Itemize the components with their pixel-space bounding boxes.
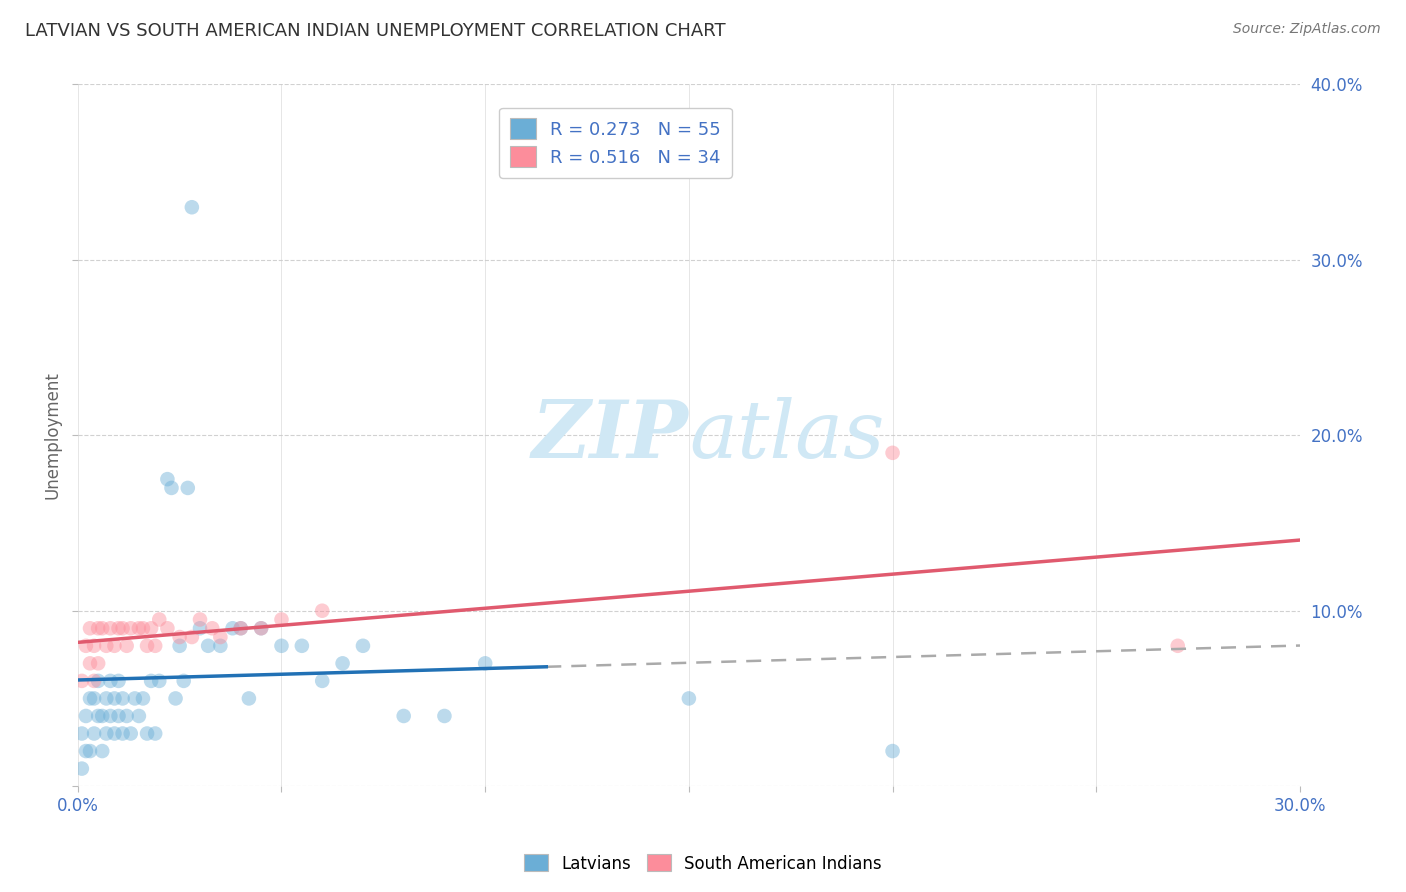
Point: [148, 673, 170, 688]
Point: [139, 673, 162, 688]
Point: [87, 709, 110, 723]
Point: [143, 726, 166, 740]
Point: [238, 691, 260, 706]
Point: [197, 639, 219, 653]
Point: [87, 621, 110, 635]
Point: [91, 744, 114, 758]
Point: [83, 691, 105, 706]
Point: [83, 726, 105, 740]
Point: [128, 709, 150, 723]
Point: [201, 621, 224, 635]
Point: [79, 657, 101, 671]
Point: [83, 673, 105, 688]
Point: [91, 621, 114, 635]
Point: [107, 673, 129, 688]
Point: [165, 691, 187, 706]
Legend: Latvians, South American Indians: Latvians, South American Indians: [517, 847, 889, 880]
Point: [103, 726, 125, 740]
Point: [111, 726, 134, 740]
Point: [96, 639, 118, 653]
Point: [291, 639, 314, 653]
Point: [139, 621, 162, 635]
Point: [270, 639, 292, 653]
Point: [352, 639, 374, 653]
Point: [250, 621, 273, 635]
Point: [70, 762, 93, 776]
Point: [180, 630, 202, 644]
Point: [143, 639, 166, 653]
Point: [173, 673, 195, 688]
Point: [107, 709, 129, 723]
Point: [311, 604, 333, 618]
Point: [87, 657, 110, 671]
Point: [209, 639, 232, 653]
Point: [169, 630, 191, 644]
Point: [332, 657, 354, 671]
Point: [882, 744, 904, 758]
Point: [1167, 639, 1189, 653]
Point: [148, 612, 170, 626]
Point: [111, 691, 134, 706]
Point: [100, 709, 122, 723]
Point: [96, 691, 118, 706]
Point: [96, 726, 118, 740]
Point: [250, 621, 273, 635]
Point: [433, 709, 456, 723]
Point: [136, 726, 159, 740]
Point: [107, 621, 129, 635]
Point: [209, 630, 232, 644]
Point: [136, 639, 159, 653]
Point: [70, 726, 93, 740]
Point: [678, 691, 700, 706]
Point: [229, 621, 252, 635]
Text: LATVIAN VS SOUTH AMERICAN INDIAN UNEMPLOYMENT CORRELATION CHART: LATVIAN VS SOUTH AMERICAN INDIAN UNEMPLO…: [25, 22, 725, 40]
Point: [156, 621, 179, 635]
Point: [188, 621, 211, 635]
Point: [270, 612, 292, 626]
Point: [474, 657, 496, 671]
Point: [75, 744, 97, 758]
Point: [103, 691, 125, 706]
Point: [177, 481, 200, 495]
Point: [229, 621, 252, 635]
Y-axis label: Unemployment: Unemployment: [44, 371, 60, 500]
Point: [120, 621, 142, 635]
Point: [79, 621, 101, 635]
Text: Source: ZipAtlas.com: Source: ZipAtlas.com: [1233, 22, 1381, 37]
Point: [882, 446, 904, 460]
Point: [100, 673, 122, 688]
Point: [156, 472, 179, 486]
Point: [75, 639, 97, 653]
Text: atlas: atlas: [689, 397, 884, 474]
Point: [169, 639, 191, 653]
Point: [83, 639, 105, 653]
Point: [188, 612, 211, 626]
Point: [132, 621, 155, 635]
Point: [221, 621, 243, 635]
Legend: R = 0.273   N = 55, R = 0.516   N = 34: R = 0.273 N = 55, R = 0.516 N = 34: [499, 108, 731, 178]
Point: [132, 691, 155, 706]
Point: [311, 673, 333, 688]
Point: [120, 726, 142, 740]
Point: [128, 621, 150, 635]
Point: [91, 709, 114, 723]
Point: [79, 691, 101, 706]
Point: [124, 691, 146, 706]
Point: [87, 673, 110, 688]
Point: [75, 709, 97, 723]
Point: [180, 200, 202, 214]
Point: [160, 481, 183, 495]
Point: [70, 673, 93, 688]
Point: [103, 639, 125, 653]
Point: [115, 639, 138, 653]
Text: ZIP: ZIP: [531, 397, 689, 474]
Point: [392, 709, 415, 723]
Point: [79, 744, 101, 758]
Point: [100, 621, 122, 635]
Point: [115, 709, 138, 723]
Point: [111, 621, 134, 635]
